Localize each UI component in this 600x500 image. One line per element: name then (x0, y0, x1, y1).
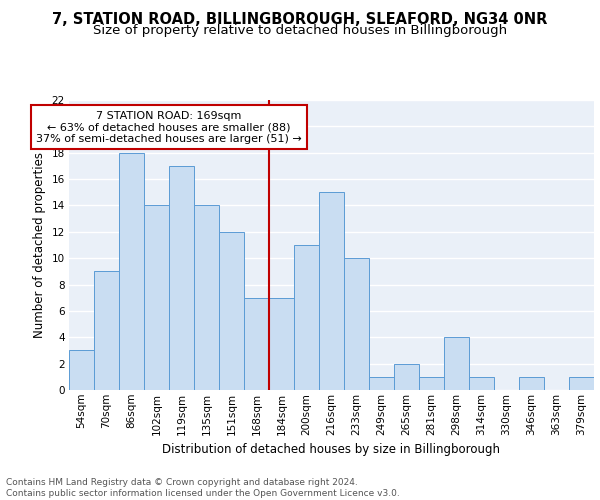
Text: Contains HM Land Registry data © Crown copyright and database right 2024.
Contai: Contains HM Land Registry data © Crown c… (6, 478, 400, 498)
Bar (519, 377, 544, 390)
Bar (444, 338, 469, 390)
Bar (94, 272, 119, 390)
Bar (394, 364, 419, 390)
Bar (219, 232, 244, 390)
Bar (169, 166, 194, 390)
Bar (144, 206, 169, 390)
Bar (69, 350, 94, 390)
Bar (319, 192, 344, 390)
Text: Size of property relative to detached houses in Billingborough: Size of property relative to detached ho… (93, 24, 507, 37)
Bar (294, 245, 319, 390)
Bar (419, 377, 444, 390)
Bar (269, 298, 294, 390)
Bar (469, 377, 494, 390)
X-axis label: Distribution of detached houses by size in Billingborough: Distribution of detached houses by size … (163, 443, 500, 456)
Bar (244, 298, 269, 390)
Y-axis label: Number of detached properties: Number of detached properties (33, 152, 46, 338)
Bar (194, 206, 219, 390)
Bar (369, 377, 394, 390)
Text: 7, STATION ROAD, BILLINGBOROUGH, SLEAFORD, NG34 0NR: 7, STATION ROAD, BILLINGBOROUGH, SLEAFOR… (52, 12, 548, 28)
Bar (569, 377, 594, 390)
Bar (119, 152, 144, 390)
Text: 7 STATION ROAD: 169sqm
← 63% of detached houses are smaller (88)
37% of semi-det: 7 STATION ROAD: 169sqm ← 63% of detached… (36, 110, 302, 144)
Bar (344, 258, 369, 390)
